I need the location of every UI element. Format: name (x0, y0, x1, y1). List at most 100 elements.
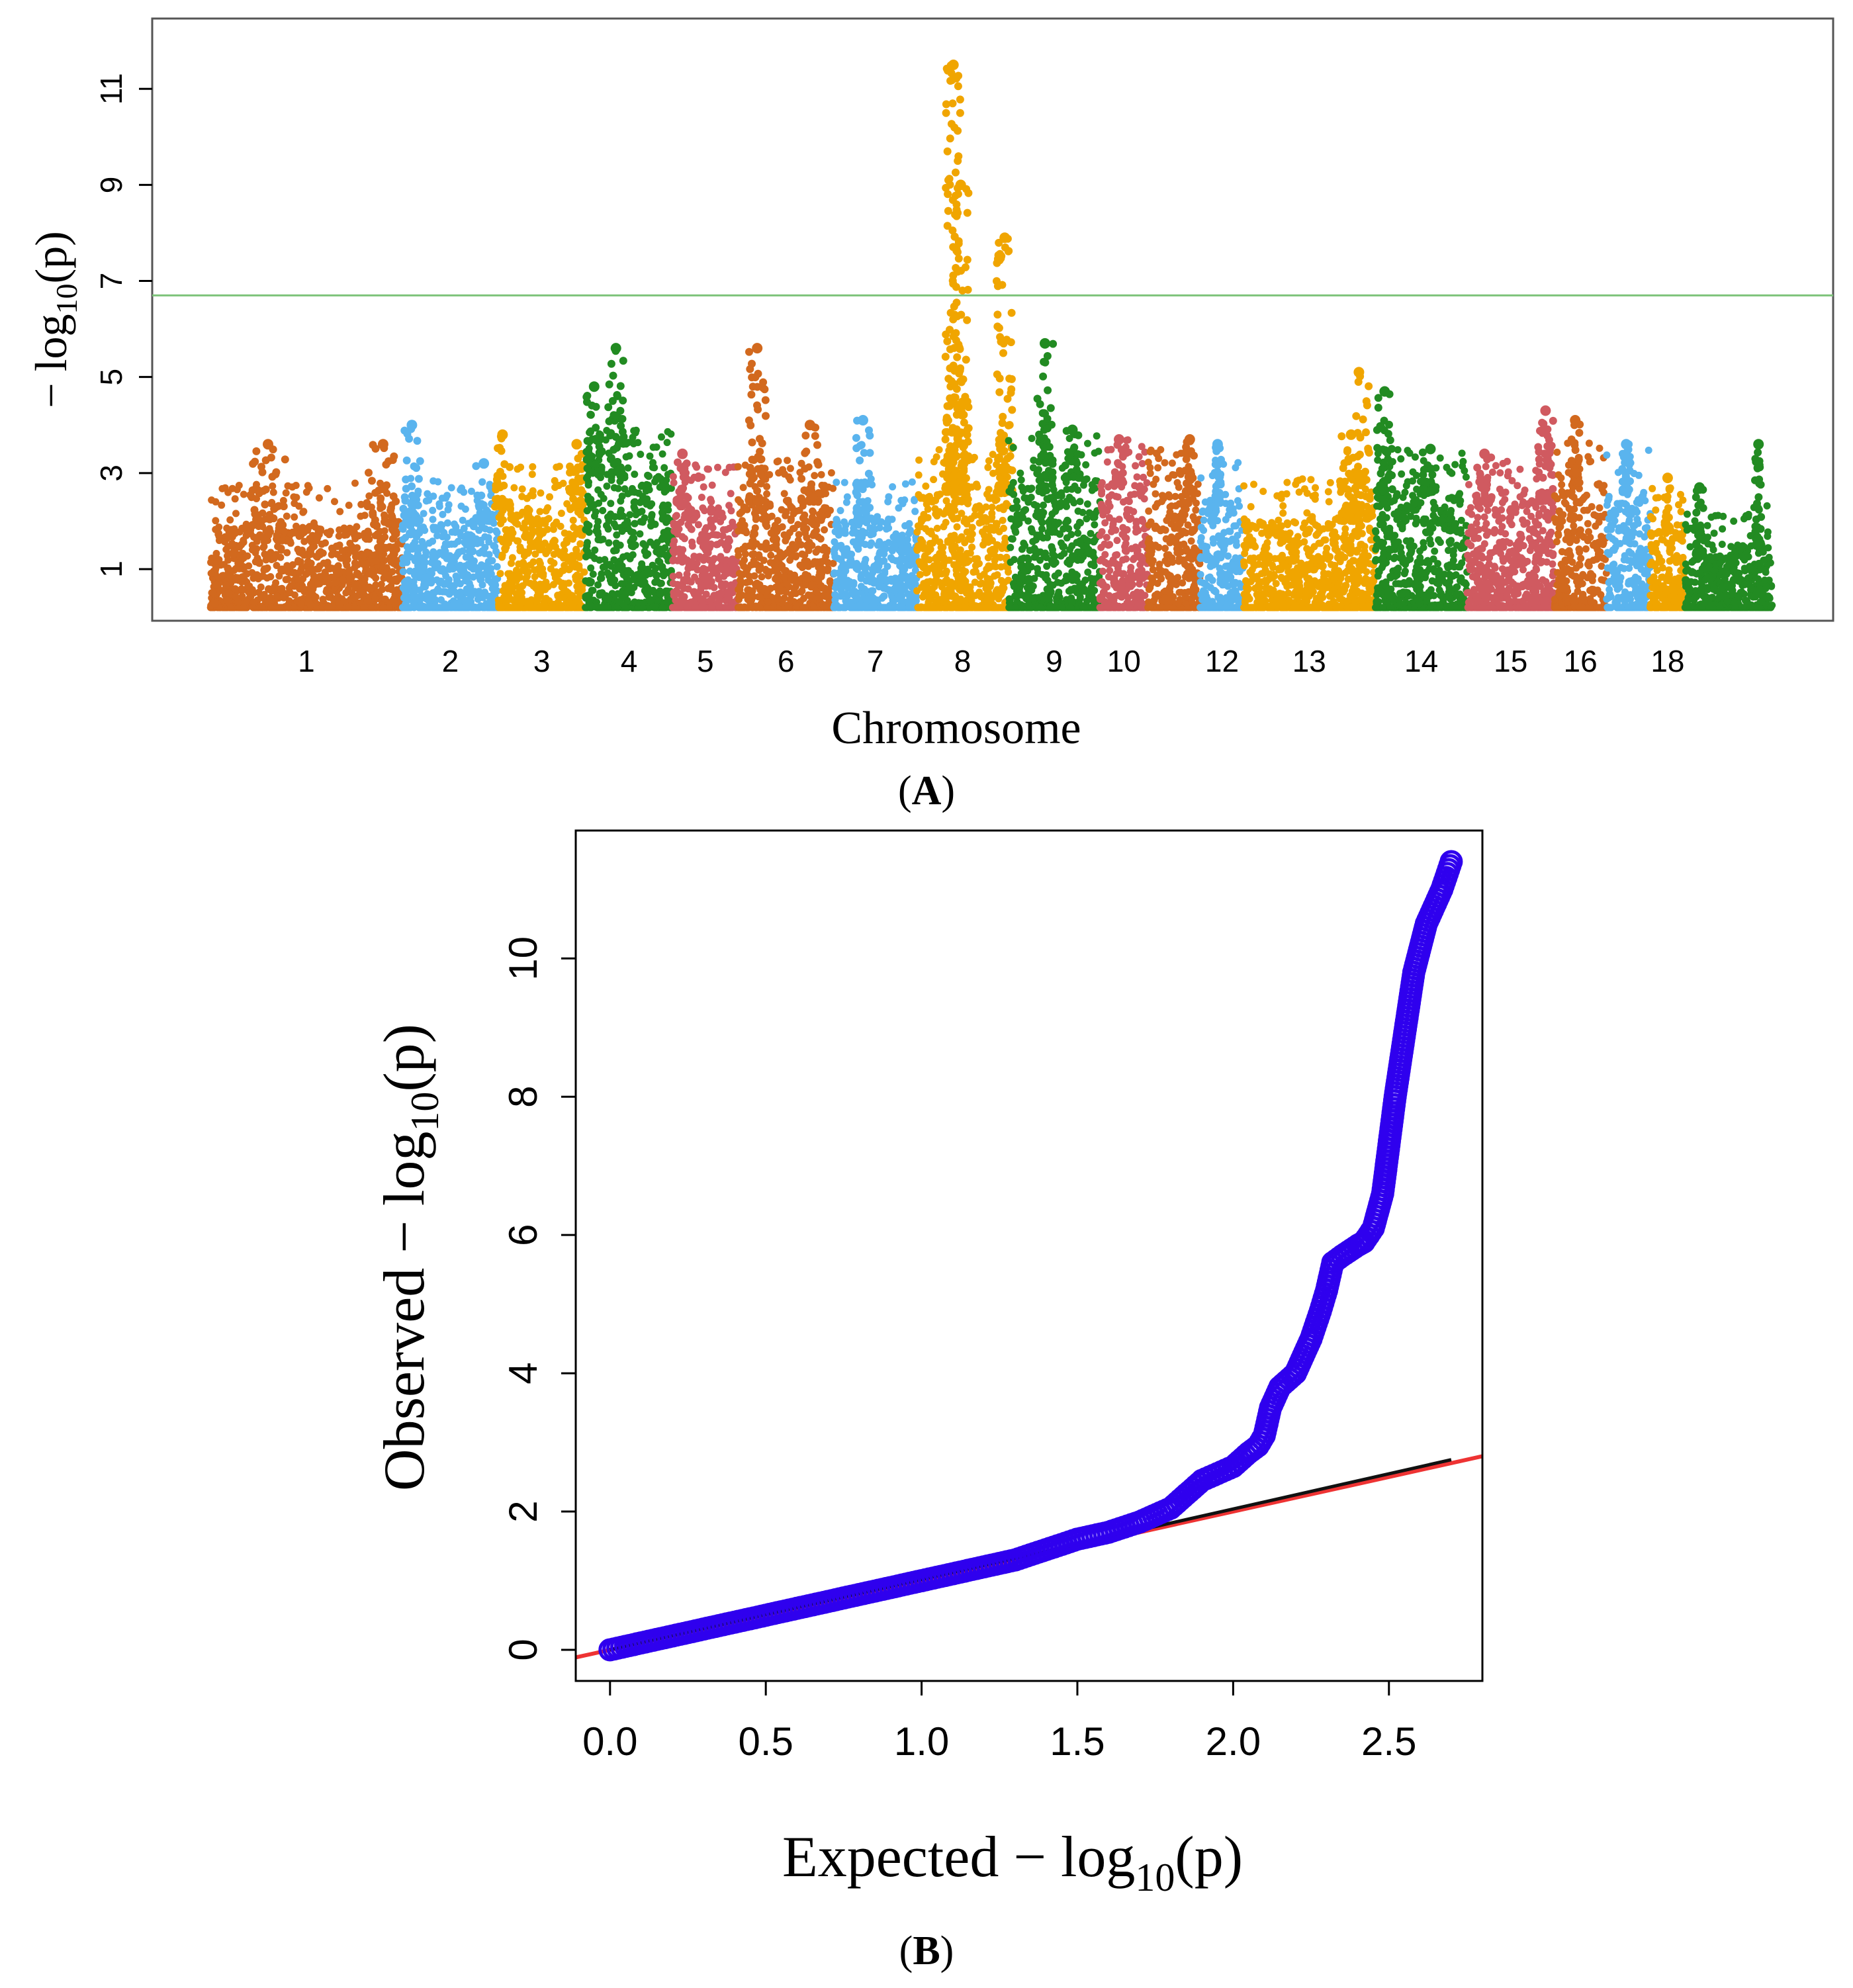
snp-point (586, 428, 594, 436)
snp-point (439, 510, 447, 518)
snp-point (721, 469, 729, 476)
snp-point (481, 604, 489, 611)
snp-point (780, 551, 788, 559)
snp-point (767, 551, 775, 559)
snp-point (745, 496, 753, 504)
snp-point (773, 535, 780, 543)
snp-point (605, 417, 613, 426)
snp-point (418, 537, 426, 545)
snp-point (523, 598, 531, 606)
snp-point (411, 555, 419, 563)
snp-point (935, 446, 943, 454)
snp-point (854, 545, 862, 553)
snp-point (746, 578, 754, 586)
snp-point (811, 431, 819, 440)
snp-point (810, 604, 818, 611)
snp-point (644, 566, 652, 574)
snp-point (351, 549, 359, 557)
snp-point (244, 552, 251, 560)
snp-point (707, 520, 715, 527)
snp-point (817, 471, 825, 478)
snp-point (402, 603, 410, 611)
snp-point (678, 600, 686, 608)
snp-point (224, 596, 232, 604)
snp-point (897, 496, 905, 504)
snp-point (224, 556, 232, 564)
snp-point (802, 447, 811, 456)
snp-point (294, 558, 302, 566)
snp-point (531, 550, 539, 558)
snp-point (725, 502, 733, 510)
snp-point (831, 603, 839, 611)
snp-point (355, 572, 363, 580)
snp-point (390, 533, 398, 541)
chromosome-2-points (398, 420, 502, 611)
peak-snp-point (263, 439, 273, 450)
snp-point (693, 463, 701, 471)
snp-point (639, 604, 647, 611)
snp-point (231, 585, 239, 593)
snp-point (735, 596, 743, 604)
snp-point (274, 543, 282, 551)
snp-point (672, 512, 680, 520)
snp-point (531, 566, 539, 574)
snp-point (414, 501, 422, 510)
snp-point (745, 416, 753, 425)
snp-point (379, 562, 386, 570)
snp-point (629, 543, 637, 551)
snp-point (437, 577, 445, 585)
snp-point (392, 497, 400, 506)
snp-point (485, 538, 493, 546)
snp-point (711, 531, 719, 539)
snp-point (429, 559, 437, 567)
snp-point (700, 570, 708, 578)
snp-point (756, 604, 764, 611)
snp-point (493, 529, 501, 537)
snp-point (679, 473, 688, 481)
snp-point (590, 501, 598, 509)
snp-point (702, 582, 710, 590)
snp-point (373, 557, 381, 565)
snp-point (764, 598, 772, 606)
snp-point (880, 592, 888, 600)
snp-point (572, 547, 580, 555)
snp-point (750, 572, 758, 580)
snp-point (279, 594, 287, 601)
snp-point (762, 539, 770, 547)
snp-point (876, 538, 883, 546)
snp-point (399, 504, 408, 513)
snp-point (495, 502, 504, 511)
snp-point (283, 537, 291, 545)
snp-point (863, 604, 871, 611)
snp-point (796, 561, 804, 569)
snp-point (554, 548, 562, 555)
snp-point (384, 457, 393, 465)
snp-point (399, 525, 407, 533)
snp-point (265, 585, 272, 593)
snp-point (232, 510, 240, 518)
snp-point (484, 558, 492, 565)
snp-point (435, 502, 443, 510)
snp-point (368, 476, 376, 485)
snp-point (253, 571, 261, 579)
snp-point (615, 565, 623, 572)
snp-point (282, 489, 290, 497)
snp-point (854, 536, 862, 544)
snp-point (690, 588, 698, 596)
snp-point (587, 602, 594, 610)
peak-snp-point (752, 343, 763, 354)
snp-point (613, 443, 621, 452)
snp-point (606, 561, 613, 568)
snp-point (338, 547, 346, 555)
snp-point (868, 481, 876, 488)
snp-point (235, 482, 243, 489)
snp-point (670, 479, 678, 486)
snp-point (411, 538, 419, 546)
snp-point (248, 546, 256, 554)
snp-point (263, 554, 271, 562)
snp-point (698, 494, 705, 501)
snp-point (463, 589, 471, 597)
snp-point (480, 549, 488, 557)
snp-point (409, 492, 418, 501)
